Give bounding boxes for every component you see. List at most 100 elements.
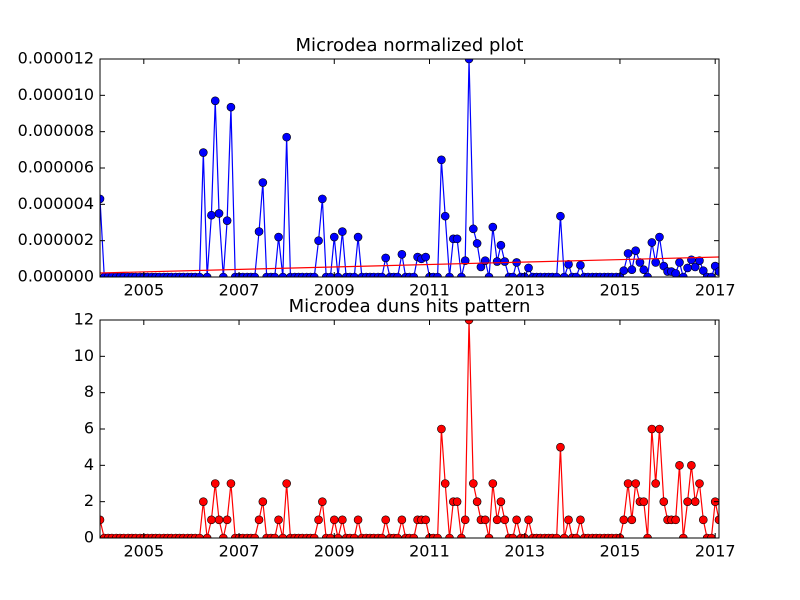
y-tick-label: 0.000004 [18,194,94,213]
data-point [421,515,430,525]
data-point [333,272,343,277]
y-tick-label: 0.000002 [18,230,94,249]
data-point [452,234,462,244]
data-point [631,246,640,255]
data-point [210,96,220,106]
data-point [457,272,466,277]
data-point [270,533,280,538]
plot-area [100,59,719,277]
data-point [552,272,561,277]
data-point [484,272,494,277]
data-point [571,272,581,277]
data-point [381,253,390,263]
data-point [496,497,506,506]
data-point [445,272,454,277]
data-point [377,272,387,277]
data-point [659,497,669,506]
x-tick-label: 2007 [219,281,260,300]
y-tick-label: 0.000010 [18,85,94,104]
data-point [282,132,291,142]
x-tick-label: 2017 [695,281,736,300]
data-point [349,272,359,277]
data-point [671,515,680,525]
data-point [254,515,264,525]
data-point [639,497,649,506]
data-point [381,515,390,525]
data-point [338,515,347,525]
data-point [195,533,204,538]
data-point [698,266,708,275]
data-point [469,224,478,234]
chart-title: Microdea normalized plot [296,35,524,56]
data-point [199,497,208,506]
data-point [219,533,228,538]
data-point [500,257,510,266]
data-point [647,238,657,247]
data-point [651,479,660,488]
y-tick-label: 0 [84,528,94,547]
x-tick-label: 2009 [314,281,355,300]
data-point [714,267,719,276]
data-point [675,461,684,470]
data-point [440,211,450,221]
data-point [329,232,339,242]
data-point [460,515,470,525]
data-point [623,479,633,488]
data-point [250,272,260,277]
data-point [559,533,569,538]
data-point [393,272,402,277]
data-point [433,533,442,538]
data-point [690,262,700,272]
data-point [707,533,716,538]
data-point [464,320,474,325]
data-point [258,178,268,187]
data-point [318,194,327,204]
data-point [524,515,533,525]
data-point [619,515,629,525]
x-tick-label: 2009 [314,542,355,561]
x-tick-label: 2011 [409,542,450,561]
data-point [214,515,224,525]
data-point [678,272,688,277]
x-tick-label: 2017 [695,542,736,561]
data-point [309,533,319,538]
chart-title: Microdea duns hits pattern [289,296,531,317]
data-point [619,266,629,275]
data-point [707,272,716,277]
data-point [500,515,510,525]
data-point [460,256,470,265]
data-point [202,533,212,538]
data-point [202,272,212,277]
data-point [207,515,216,525]
data-point [274,515,283,525]
data-point [651,258,660,267]
data-point [655,424,664,434]
plot-area [100,320,719,538]
data-point [687,461,696,470]
data-point [397,249,407,259]
y-tick-label: 4 [84,455,94,474]
data-point [480,515,490,525]
data-point [492,515,502,525]
y-tick-label: 10 [74,346,94,365]
data-point [564,259,573,269]
data-point [564,515,573,525]
data-point [393,533,402,538]
series-line [100,320,719,538]
data-point [488,222,498,232]
data-point [496,240,506,250]
data-point [639,265,649,275]
data-point [326,272,335,277]
data-point [687,255,696,265]
data-point [714,515,719,525]
data-point [492,257,502,266]
data-point [556,442,565,452]
data-point [314,515,323,525]
data-point [440,479,450,488]
data-point [576,260,585,270]
data-point [309,272,319,277]
series-line [100,256,719,274]
data-point [484,533,494,538]
data-point [433,272,442,277]
data-point [226,479,236,488]
